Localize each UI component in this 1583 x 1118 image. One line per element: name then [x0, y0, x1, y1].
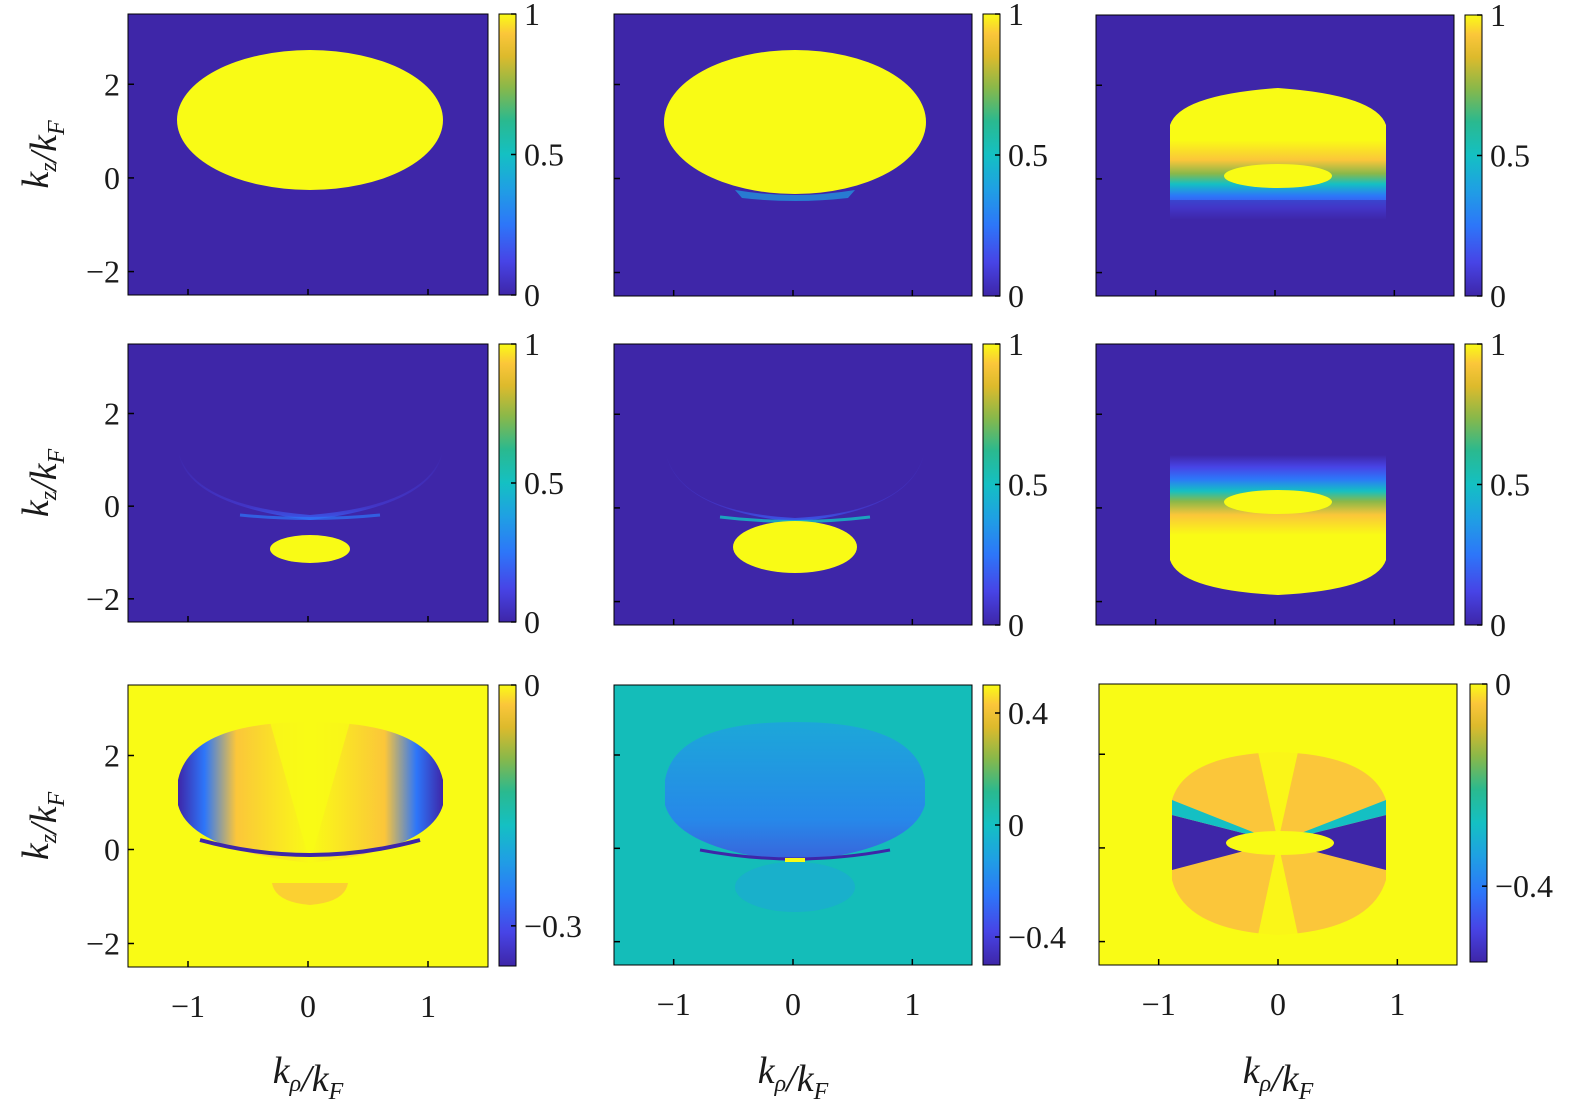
ytick-label: 0: [104, 160, 120, 196]
colorbar-tick-label: −0.4: [1008, 919, 1066, 955]
xlabel: kρ/kF: [758, 1050, 829, 1105]
panel-r2c1: [613, 684, 973, 966]
colorbar-tick-label: 1: [524, 0, 540, 32]
ytick-label: 2: [104, 396, 120, 432]
lower-pocket: [733, 521, 857, 573]
lower-ghost: [735, 862, 855, 912]
colorbar: [1469, 683, 1488, 963]
xtick-label: −1: [657, 986, 691, 1022]
colorbar-tick-label: 0.5: [524, 137, 564, 173]
small-pocket: [270, 535, 350, 563]
panel-r1c2: [1095, 343, 1455, 626]
ytick-label: −2: [86, 254, 120, 290]
plot-area: [613, 343, 973, 626]
colorbar-tick-label: 0: [1490, 607, 1506, 643]
colorbar-tick-label: 0: [1008, 607, 1024, 643]
fan-region: [665, 722, 925, 862]
panel-r0c2: [1095, 14, 1455, 297]
lower-cap: [1170, 535, 1386, 595]
xtick-label: 1: [904, 986, 920, 1022]
xtick-label: 0: [300, 988, 316, 1024]
colorbar-tick-label: 0.5: [524, 465, 564, 501]
plot-area: [127, 343, 489, 623]
ylabel: kz/kF: [15, 792, 70, 861]
generated-axes-layer: −2 0 2 kz/kF 0 0.5 1 0 0.5 1 0 0.5 1 −2 0 2 kz/kF 0 0.5 1 0 0…: [15, 0, 1553, 1105]
cyan-wedge-left: [1172, 800, 1278, 842]
colorbar-tick-label: 1: [1490, 326, 1506, 362]
colorbar-tick-label: 0.5: [1008, 467, 1048, 503]
gradient-fade: [1170, 200, 1386, 220]
colorbar-tick-label: −0.3: [524, 908, 582, 944]
ytick-label: 2: [104, 66, 120, 102]
xlabel: kρ/kF: [1243, 1050, 1314, 1105]
fermi-sphere-region: [664, 50, 926, 194]
panel-r2c2: [1098, 683, 1458, 966]
xtick-label: 0: [785, 986, 801, 1022]
panel-r0c0: [127, 13, 489, 296]
colorbar-tick-label: 1: [524, 326, 540, 362]
ytick-label: 0: [104, 832, 120, 868]
edge-band: [735, 190, 855, 201]
blue-wedge-left: [1172, 815, 1278, 870]
fan-rim: [199, 838, 421, 857]
colorbar: [498, 684, 517, 967]
inner-pocket: [1226, 831, 1334, 855]
panel-r0c1: [613, 13, 973, 297]
colorbar-tick-label: 0: [1008, 278, 1024, 314]
xlabel: kρ/kF: [273, 1050, 344, 1105]
colorbar-tick-label: 0: [1495, 666, 1511, 702]
colorbar-tick-label: 0: [524, 277, 540, 313]
colorbar-tick-label: 0.4: [1008, 695, 1048, 731]
xtick-label: 1: [1389, 986, 1405, 1022]
rim-highlight: [785, 858, 805, 862]
xtick-label: −1: [1142, 986, 1176, 1022]
panel-r2c0: [127, 684, 489, 968]
colorbar-tick-label: 0: [524, 604, 540, 640]
ytick-label: 0: [104, 488, 120, 524]
ylabel: kz/kF: [15, 449, 70, 518]
colorbar-tick-label: 0: [524, 667, 540, 703]
colorbar-tick-label: 1: [1490, 0, 1506, 33]
xtick-label: 0: [1270, 986, 1286, 1022]
colorbar-tick-label: 0.5: [1490, 467, 1530, 503]
ytick-label: −2: [86, 581, 120, 617]
faint-rim: [239, 513, 381, 520]
colorbar-tick-label: 0.5: [1490, 138, 1530, 174]
inner-pocket: [1224, 490, 1332, 514]
ylabel: kz/kF: [15, 120, 70, 189]
ytick-label: −2: [86, 926, 120, 962]
fan-center-bright: [270, 722, 350, 863]
panel-r1c0: [127, 343, 489, 623]
xtick-label: 1: [420, 988, 436, 1024]
colorbar-tick-label: 0: [1490, 278, 1506, 314]
lower-ghost: [272, 883, 348, 905]
panel-r1c1: [613, 343, 973, 626]
colorbar-tick-label: −0.4: [1495, 868, 1553, 904]
colorbar-tick-label: 1: [1008, 0, 1024, 32]
fermi-sphere-region: [177, 50, 443, 190]
xtick-label: −1: [171, 988, 205, 1024]
colorbar-tick-label: 0.5: [1008, 137, 1048, 173]
colorbar-tick-label: 1: [1008, 326, 1024, 362]
colorbar-tick-label: 0: [1008, 807, 1024, 843]
inner-pocket: [1224, 164, 1332, 188]
cyan-wedge-right: [1278, 800, 1386, 842]
ytick-label: 2: [104, 738, 120, 774]
